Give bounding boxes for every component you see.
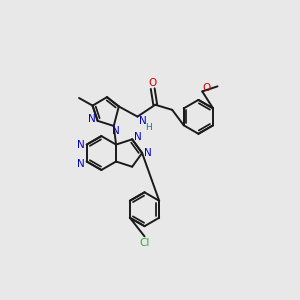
- Text: N: N: [112, 126, 120, 136]
- Text: H: H: [145, 123, 152, 132]
- Text: N: N: [88, 114, 95, 124]
- Text: N: N: [77, 140, 84, 150]
- Text: N: N: [77, 159, 85, 169]
- Text: N: N: [144, 148, 152, 158]
- Text: O: O: [202, 83, 210, 93]
- Text: N: N: [134, 132, 141, 142]
- Text: Cl: Cl: [139, 238, 150, 248]
- Text: O: O: [148, 77, 157, 88]
- Text: N: N: [139, 116, 147, 126]
